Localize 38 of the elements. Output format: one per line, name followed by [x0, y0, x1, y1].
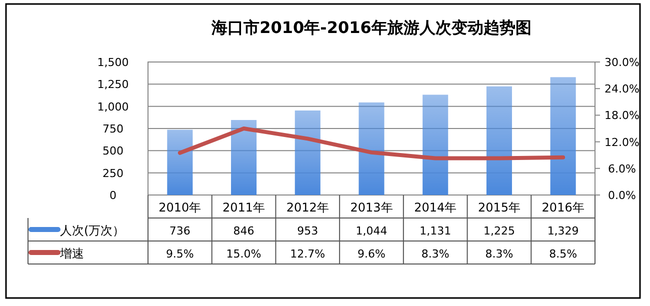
x-tick-label: 2014年 — [414, 200, 457, 214]
y-tick-label: 1,000 — [97, 100, 129, 114]
chart-title: 海口市2010年-2016年旅游人次变动趋势图 — [210, 18, 532, 37]
y2-tick-label: 24.0% — [604, 82, 640, 96]
x-tick-label: 2015年 — [478, 200, 520, 214]
y-tick-label: 0 — [110, 189, 116, 202]
y2-tick-label: 0.0% — [608, 189, 636, 202]
data-label: 736 — [169, 224, 190, 238]
y-tick-label: 1,250 — [97, 78, 129, 92]
data-label: 953 — [297, 224, 318, 238]
y2-tick-label: 30.0% — [604, 56, 640, 69]
data-label: 1,044 — [356, 224, 388, 238]
y2-tick-label: 18.0% — [604, 109, 640, 122]
data-label: 9.6% — [358, 248, 386, 260]
line-series — [178, 126, 566, 160]
data-label: 1,329 — [547, 224, 579, 238]
data-label: 8.3% — [485, 248, 514, 260]
x-tick-label: 2012年 — [286, 200, 329, 214]
data-label: 8.5% — [549, 248, 578, 260]
data-label: 15.0% — [226, 248, 262, 260]
data-label: 846 — [233, 224, 254, 238]
legend-label: 增速 — [59, 246, 84, 260]
y-tick-label: 750 — [102, 122, 124, 136]
x-tick-label: 2011年 — [222, 200, 266, 214]
data-label: 1,225 — [483, 224, 515, 238]
x-tick-label: 2013年 — [350, 200, 393, 214]
x-tick-label: 2016年 — [542, 200, 584, 214]
data-label: 12.7% — [290, 248, 326, 260]
data-label: 1,131 — [420, 224, 452, 238]
y2-tick-label: 12.0% — [604, 136, 640, 149]
data-label: 8.3% — [421, 248, 450, 260]
y-tick-label: 500 — [102, 144, 124, 158]
y-tick-label: 250 — [102, 166, 124, 180]
legend-label: 人次(万次） — [60, 224, 125, 238]
x-tick-label: 2010年 — [158, 200, 202, 214]
data-label: 9.5% — [166, 248, 194, 260]
y-tick-label: 1,500 — [97, 56, 129, 69]
y2-tick-label: 6.0% — [608, 162, 636, 176]
